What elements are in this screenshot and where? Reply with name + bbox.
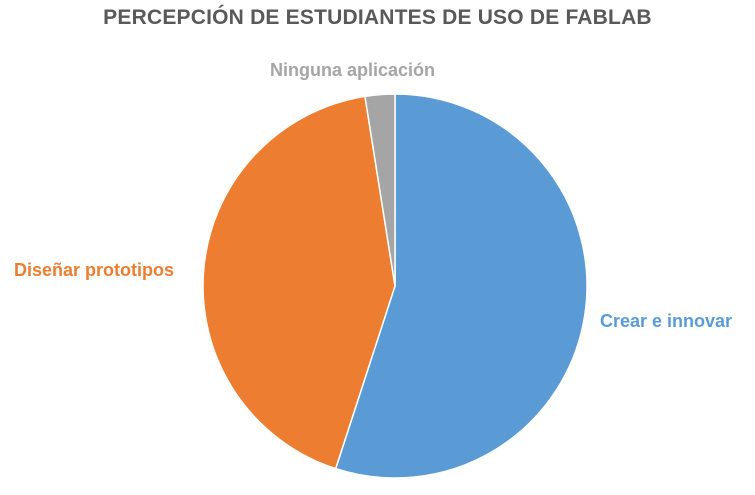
slice-disenar-prototipos (202, 95, 396, 470)
slice-crear-e-innovar (334, 93, 588, 479)
slice-label-ninguna-aplicacion: Ninguna aplicación (270, 60, 436, 80)
slice-ninguna-aplicacion (364, 93, 396, 287)
chart-title: PERCEPCIÓN DE ESTUDIANTES DE USO DE FABL… (103, 6, 652, 29)
slice-label-disenar-prototipos: Diseñar prototipos (14, 260, 175, 280)
slice-label-crear-e-innovar: Crear e innovar (600, 311, 733, 331)
